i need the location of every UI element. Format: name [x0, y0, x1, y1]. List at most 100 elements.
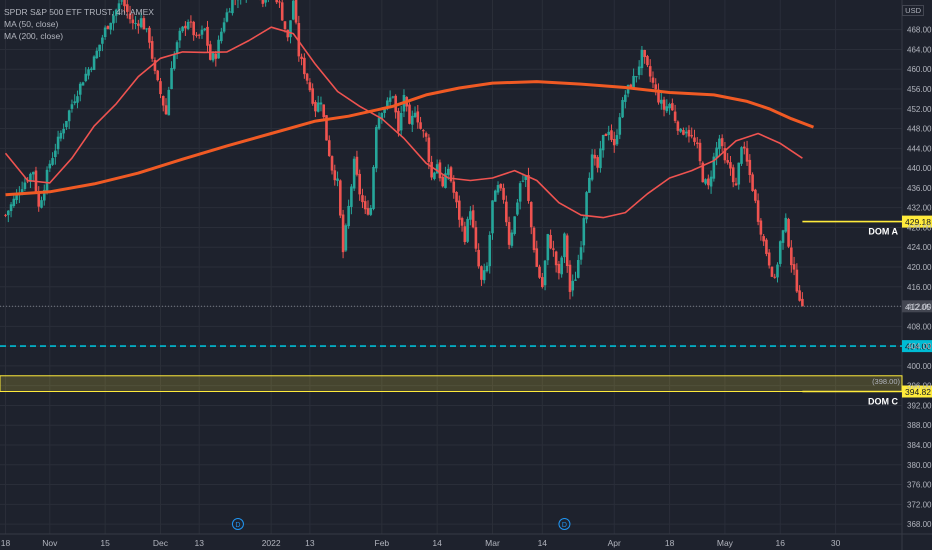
- candle-body: [742, 146, 746, 149]
- level-name: DOM C: [868, 397, 898, 407]
- candle-body: [325, 115, 328, 141]
- candle-body: [643, 49, 646, 58]
- y-tick-label: 412.00: [907, 303, 932, 312]
- candle-body: [73, 101, 77, 104]
- time-axis[interactable]: 18 Nov 15 Dec 13 2022 13 Feb 14 Mar 14 Apr 18 May 16 30: [1, 538, 841, 548]
- candle-body: [142, 18, 146, 30]
- candle-body: [441, 176, 444, 187]
- candle-body: [261, 0, 265, 4]
- x-tick-label: 15: [100, 538, 110, 548]
- candle-body: [607, 131, 611, 135]
- candle-body: [762, 236, 765, 242]
- candle-body: [679, 128, 682, 132]
- candle-body: [339, 180, 342, 216]
- candle-body: [81, 82, 85, 86]
- candle-body: [419, 122, 422, 129]
- y-tick-label: 428.00: [907, 223, 932, 232]
- candle-body: [48, 163, 52, 169]
- candle-body: [784, 217, 788, 232]
- candle-body: [438, 162, 442, 179]
- dividend-marker-label: D: [562, 522, 567, 529]
- candle-body: [200, 29, 204, 35]
- candle-body: [673, 111, 677, 121]
- candle-body: [76, 96, 79, 103]
- price-axis[interactable]: 368.00 372.00 376.00 380.00 384.00 388.00 392.…: [907, 26, 932, 529]
- y-tick-label: 388.00: [907, 421, 932, 430]
- candle-body: [527, 175, 530, 201]
- candle-body: [178, 30, 182, 41]
- candle-body: [601, 134, 605, 151]
- symbol-title[interactable]: SPDR S&P 500 ETF TRUST, 4h, AMEX: [4, 7, 154, 17]
- candle-body: [671, 103, 674, 111]
- candle-body: [120, 0, 124, 2]
- candle-body: [103, 27, 107, 38]
- candle-body: [330, 156, 334, 171]
- level-price-text: 429.18: [905, 217, 931, 227]
- x-tick-label: Nov: [42, 538, 58, 548]
- candle-body: [128, 13, 132, 20]
- ma200-legend[interactable]: MA (200, close): [4, 31, 64, 41]
- dividend-marker-label: D: [235, 522, 240, 529]
- candle-body: [604, 133, 608, 137]
- candle-body: [529, 202, 533, 228]
- candle-body: [491, 200, 494, 234]
- candle-body: [189, 21, 193, 23]
- candle-body: [695, 142, 699, 144]
- candle-body: [754, 189, 757, 201]
- candle-body: [593, 154, 597, 159]
- candle-body: [585, 192, 588, 220]
- candle-body: [469, 211, 472, 220]
- x-tick-label: 16: [776, 538, 786, 548]
- y-tick-label: 452.00: [907, 105, 932, 114]
- candle-body: [787, 219, 790, 247]
- candle-body: [231, 0, 234, 14]
- candle-body: [37, 192, 41, 207]
- candle-body: [186, 21, 190, 29]
- support-zone-band: [0, 375, 903, 393]
- candle-body: [599, 148, 602, 169]
- candle-body: [67, 110, 71, 122]
- ma50-legend[interactable]: MA (50, close): [4, 19, 59, 29]
- candle-body: [145, 28, 148, 30]
- candle-body: [211, 53, 215, 61]
- candle-body: [333, 170, 337, 181]
- candle-body: [278, 1, 281, 3]
- candle-body: [125, 4, 129, 12]
- candle-body: [372, 167, 375, 209]
- x-tick-label: May: [717, 538, 734, 548]
- candle-body: [482, 270, 486, 281]
- candle-body: [776, 264, 779, 278]
- x-tick-label: Mar: [485, 538, 500, 548]
- candle-body: [574, 279, 577, 281]
- y-tick-label: 424.00: [907, 243, 932, 252]
- candle-body: [275, 0, 278, 3]
- x-tick-label: 14: [432, 538, 442, 548]
- candle-body: [463, 226, 467, 243]
- candle-body: [516, 202, 519, 215]
- level-price-tag: [902, 215, 932, 228]
- last-price-tag: [902, 300, 932, 313]
- candle-body: [521, 180, 525, 182]
- y-tick-label: 404.00: [907, 342, 932, 351]
- candle-body: [748, 159, 752, 175]
- candle-body: [286, 29, 290, 38]
- candle-body: [159, 81, 162, 95]
- candle-body: [31, 172, 35, 175]
- candle-body: [427, 137, 431, 162]
- y-tick-label: 420.00: [907, 263, 932, 272]
- candle-body: [184, 25, 187, 29]
- candle-body: [433, 172, 436, 179]
- candle-body: [206, 26, 209, 46]
- candle-body: [435, 164, 439, 174]
- y-tick-label: 436.00: [907, 184, 932, 193]
- candle-body: [51, 158, 54, 165]
- candle-body: [42, 189, 46, 201]
- candle-body: [557, 263, 561, 274]
- candle-body: [588, 177, 591, 193]
- candle-body: [134, 23, 137, 25]
- level-price-text: 394.82: [905, 387, 931, 397]
- candle-body: [729, 162, 732, 169]
